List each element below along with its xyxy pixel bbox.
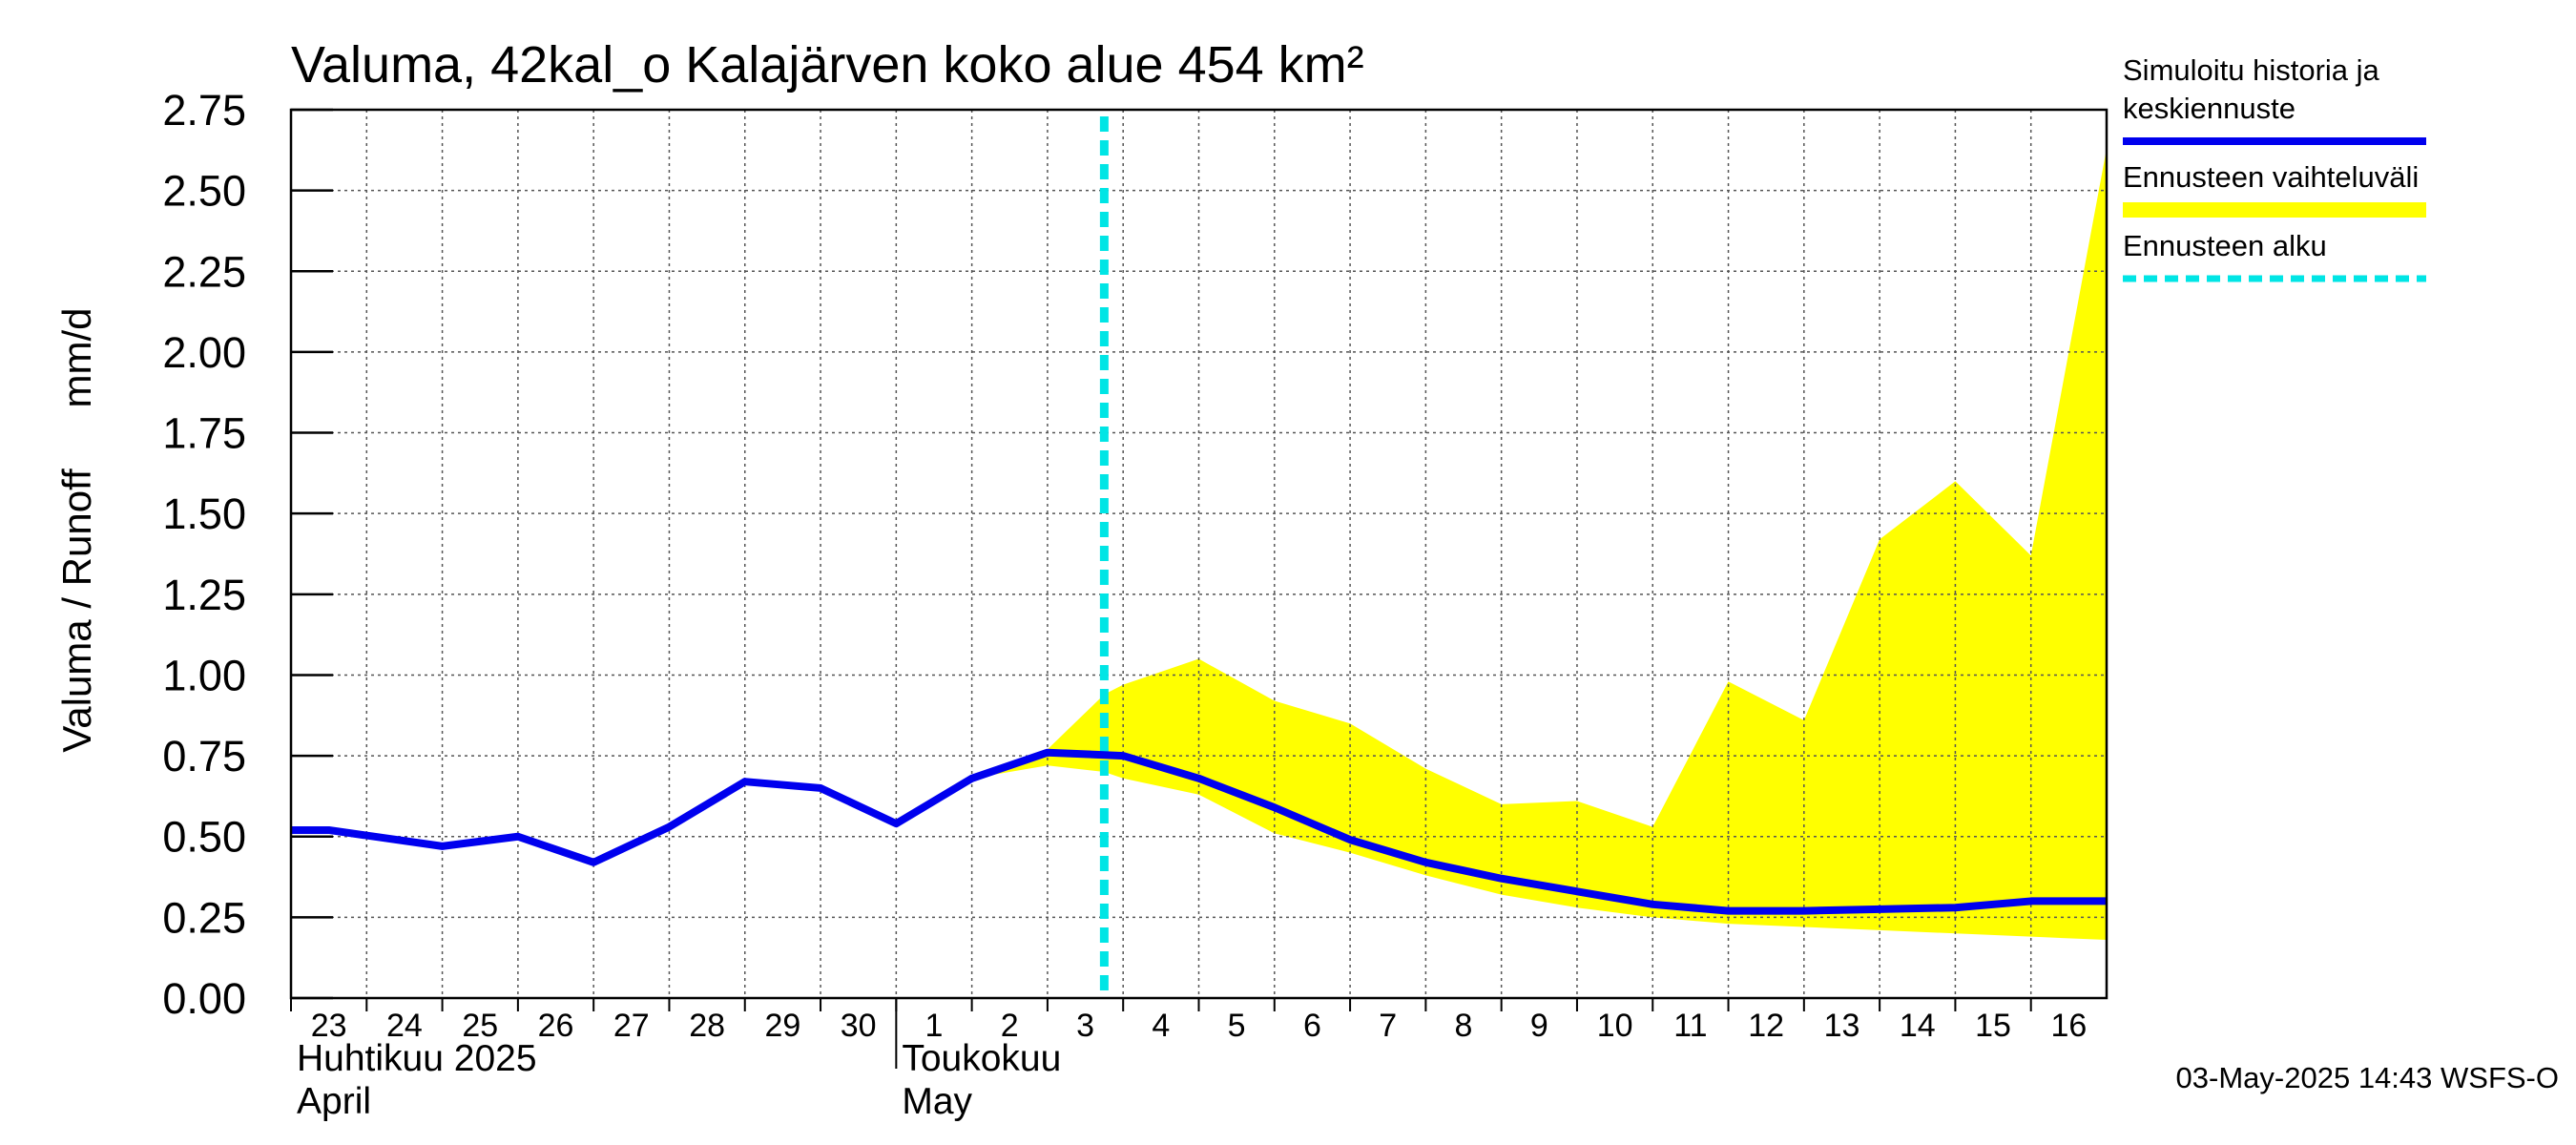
legend: Simuloitu historia ja keskiennuste Ennuste… <box>2123 53 2426 282</box>
series-line-history <box>291 748 2107 915</box>
y-tick-label: 2.75 <box>162 86 246 135</box>
y-tick-label: 0.00 <box>162 974 246 1023</box>
y-tick-label: 1.50 <box>162 489 246 538</box>
x-tick-label: 13 <box>1824 1008 1860 1044</box>
footer-timestamp: 03-May-2025 14:43 WSFS-O <box>2176 1061 2559 1094</box>
y-tick-label: 2.00 <box>162 328 246 377</box>
x-tick-label: 26 <box>538 1008 574 1044</box>
y-tick-label: 0.75 <box>162 732 246 781</box>
x-tick-label: 9 <box>1530 1008 1548 1044</box>
x-tick-label: 3 <box>1076 1008 1094 1044</box>
x-tick-label: 2 <box>1001 1008 1019 1044</box>
plot-frame <box>289 108 2109 1000</box>
y-tick-label: 0.50 <box>162 813 246 862</box>
x-tick-label: 14 <box>1900 1008 1936 1044</box>
x-tick-label: 5 <box>1228 1008 1246 1044</box>
legend-label: Simuloitu historia ja <box>2123 53 2380 87</box>
legend-label: Ennusteen vaihteluväli <box>2123 160 2419 194</box>
y-tick-label: 2.50 <box>162 167 246 216</box>
y-tick-label: 1.75 <box>162 409 246 458</box>
y-tick-label: 1.25 <box>162 571 246 619</box>
x-tick-label: 1 <box>925 1008 944 1044</box>
x-tick-label: 28 <box>689 1008 725 1044</box>
chart-title: Valuma, 42kal_o Kalajärven koko alue 454… <box>291 36 1364 94</box>
month-label-en: May <box>902 1081 972 1122</box>
x-tick-label: 4 <box>1152 1008 1170 1044</box>
x-tick-label: 23 <box>311 1008 347 1044</box>
x-tick-label: 15 <box>1975 1008 2011 1044</box>
y-tick-label: 2.25 <box>162 247 246 296</box>
x-tick-label: 25 <box>462 1008 498 1044</box>
legend-label: keskiennuste <box>2123 92 2296 125</box>
plot-area: 0.00 0.25 0.50 0.75 1.00 1.25 1.50 1.75 2.00 2.25… <box>162 86 2109 1122</box>
x-tick-label: 8 <box>1455 1008 1473 1044</box>
month-label: Toukokuu <box>902 1038 1061 1079</box>
y-tick-label: 0.25 <box>162 893 246 942</box>
x-tick-label: 29 <box>764 1008 800 1044</box>
x-tick-label: 27 <box>613 1008 650 1044</box>
x-tick-label: 11 <box>1673 1008 1707 1044</box>
x-tick-label: 30 <box>841 1008 877 1044</box>
forecast-range-band <box>971 148 2107 941</box>
x-tick-label: 7 <box>1379 1008 1397 1044</box>
month-label: Huhtikuu 2025 <box>297 1038 537 1079</box>
month-label-en: April <box>297 1081 371 1122</box>
x-tick-label: 10 <box>1597 1008 1633 1044</box>
y-tick-label: 1.00 <box>162 651 246 699</box>
x-tick-label: 24 <box>386 1008 423 1044</box>
legend-swatch-band <box>2123 202 2426 218</box>
y-axis-label-runoff: Valuma / Runoff <box>54 468 99 753</box>
legend-label: Ennusteen alku <box>2123 229 2327 262</box>
x-tick-label: 12 <box>1748 1008 1784 1044</box>
x-tick-label: 6 <box>1303 1008 1321 1044</box>
x-tick-label: 16 <box>2050 1008 2087 1044</box>
y-axis-label-unit: mm/d <box>54 308 99 408</box>
